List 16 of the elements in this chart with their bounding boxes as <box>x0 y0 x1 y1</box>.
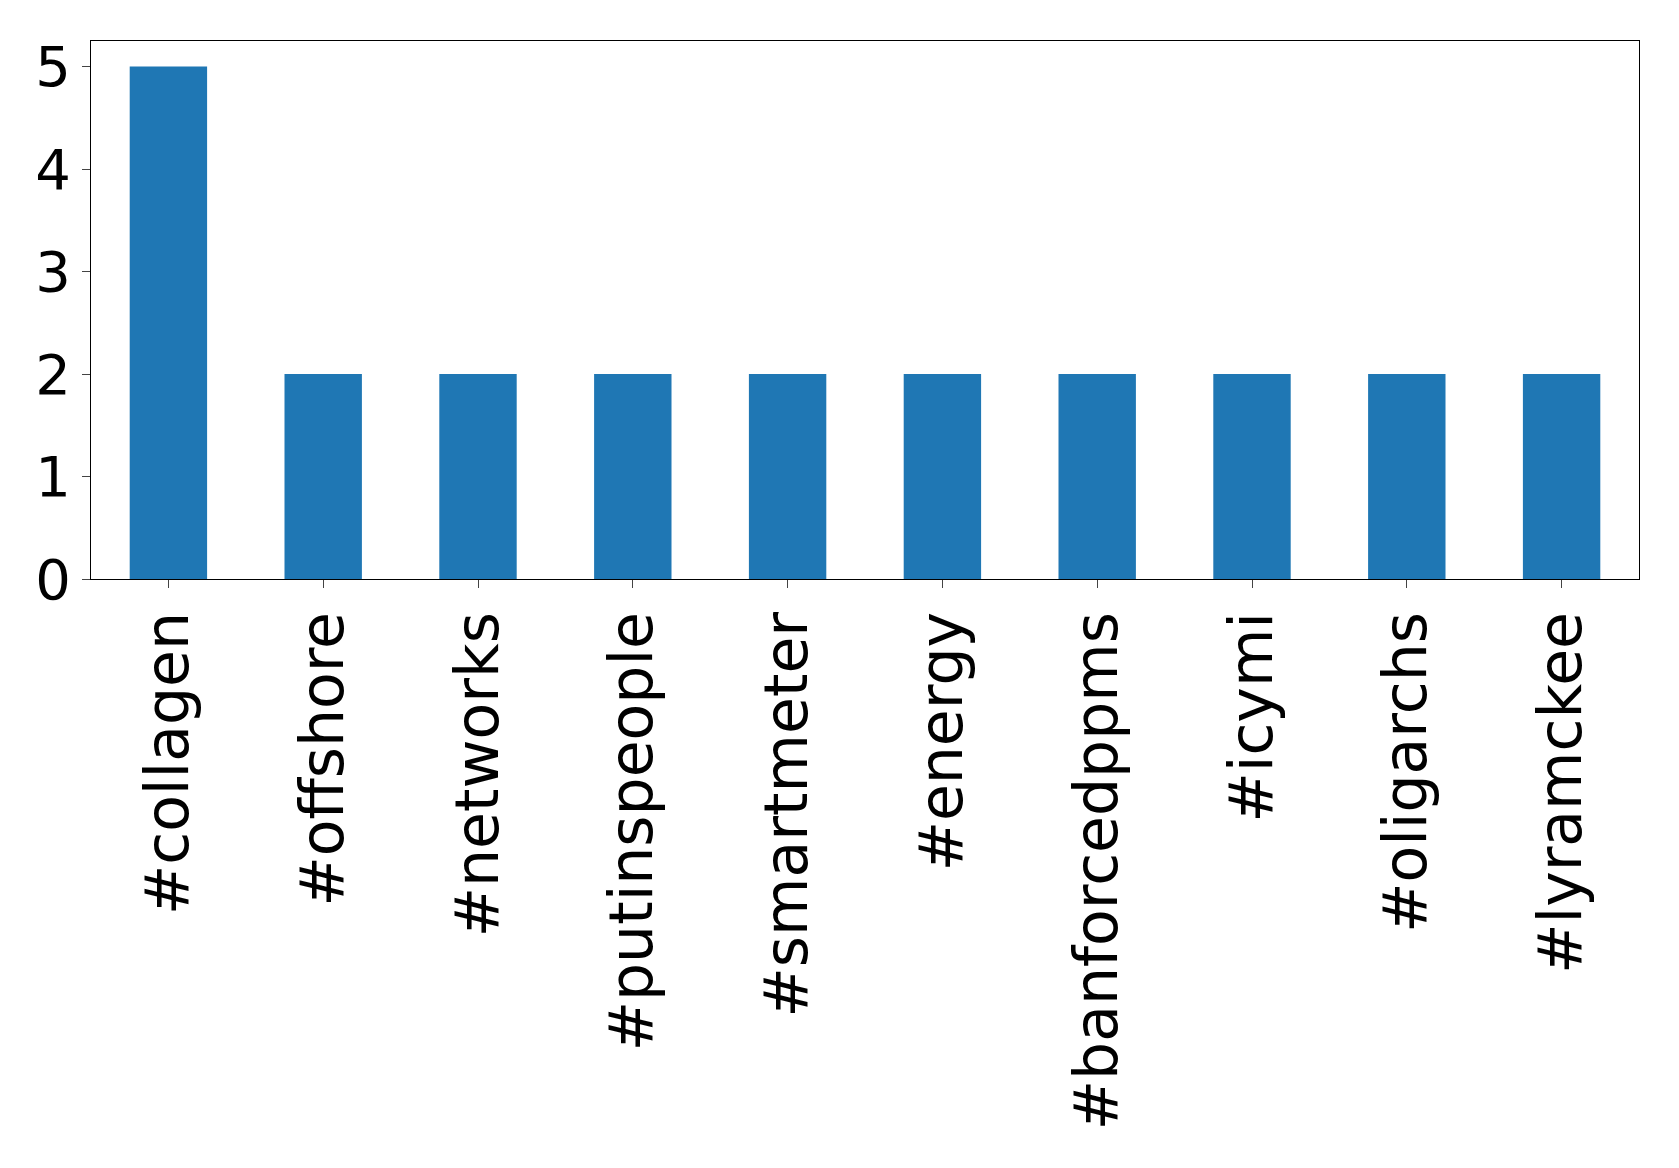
x-tick-label: #lyramckee <box>1525 612 1596 974</box>
x-tick-label: #collagen <box>131 612 202 916</box>
x-tick-label: #oligarchs <box>1370 612 1441 933</box>
y-tick-label: 3 <box>35 239 71 305</box>
y-tick-label: 0 <box>35 546 71 612</box>
x-tick-label: #energy <box>905 612 976 872</box>
x-tick-label: #offshore <box>286 612 357 907</box>
x-tick-label: #icymi <box>1215 612 1286 823</box>
x-tick-label: #smartmeter <box>751 611 822 1018</box>
y-tick-label: 5 <box>35 34 71 100</box>
y-tick-label: 4 <box>35 136 71 202</box>
x-tick-label: #banforcedppms <box>1060 612 1131 1131</box>
x-tick-label: #putinspeople <box>596 612 667 1052</box>
x-tick-label: #networks <box>441 612 512 938</box>
y-tick-label: 1 <box>35 444 71 510</box>
y-tick-label: 2 <box>35 341 71 407</box>
